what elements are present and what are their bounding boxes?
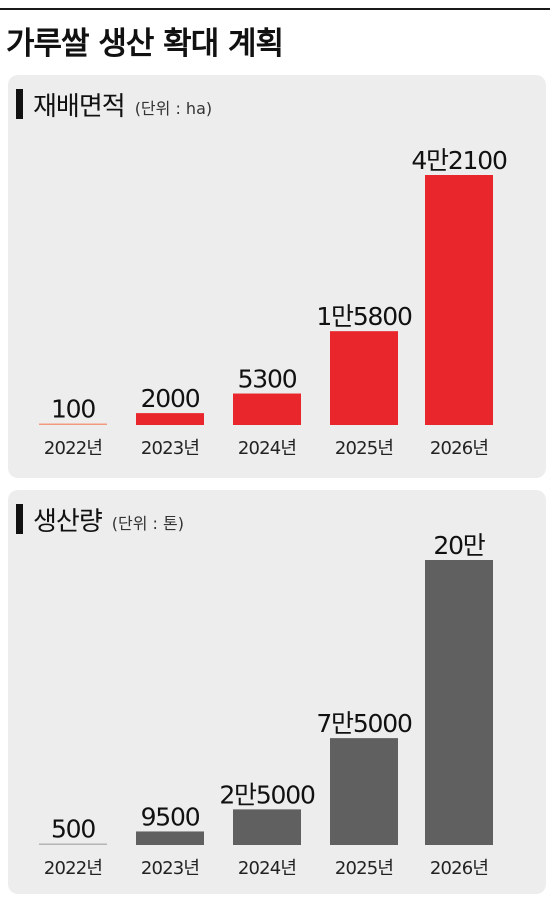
area-bar bbox=[136, 413, 204, 425]
top-rule bbox=[0, 8, 550, 10]
area-chart-title: 재배면적 bbox=[33, 91, 126, 122]
area-category-label: 2022년 bbox=[44, 438, 102, 459]
area-category-label: 2024년 bbox=[238, 438, 296, 459]
production-chart-panel: 생산량 (단위 : 톤) 500 2022년 9500 2023년 2만5000 2024… bbox=[8, 490, 546, 894]
production-category-label: 2023년 bbox=[141, 858, 199, 879]
header-marker bbox=[16, 89, 23, 119]
area-bar bbox=[39, 423, 107, 425]
area-value-label: 1만5800 bbox=[316, 302, 412, 331]
production-chart-title: 생산량 bbox=[33, 506, 103, 537]
area-category-label: 2026년 bbox=[430, 438, 488, 459]
production-bar bbox=[39, 843, 107, 845]
header-marker bbox=[16, 504, 23, 534]
area-value-label: 2000 bbox=[141, 384, 200, 413]
area-bar-chart: 100 2022년 2000 2023년 5300 2024년 1만5800 2025년 4만2… bbox=[39, 146, 508, 459]
production-chart-unit: (단위 : 톤) bbox=[111, 514, 184, 533]
production-bar bbox=[330, 738, 398, 845]
production-value-label: 7만5000 bbox=[316, 709, 412, 738]
area-bar bbox=[233, 393, 301, 425]
area-value-label: 4만2100 bbox=[411, 146, 507, 175]
area-category-label: 2023년 bbox=[141, 438, 199, 459]
area-chart-panel: 재배면적 (단위 : ha) 100 2022년 2000 2023년 5300 2024… bbox=[8, 75, 546, 478]
production-category-label: 2026년 bbox=[430, 858, 488, 879]
area-chart-header: 재배면적 (단위 : ha) bbox=[16, 87, 213, 122]
production-category-label: 2025년 bbox=[335, 858, 393, 879]
area-bar bbox=[330, 331, 398, 425]
page-title: 가루쌀 생산 확대 계획 bbox=[6, 26, 284, 62]
production-value-label: 9500 bbox=[141, 802, 200, 831]
production-category-label: 2024년 bbox=[238, 858, 296, 879]
production-chart-header: 생산량 (단위 : 톤) bbox=[16, 502, 184, 537]
production-bar bbox=[233, 809, 301, 845]
production-value-label: 2만5000 bbox=[219, 780, 315, 809]
area-bar bbox=[425, 175, 493, 425]
production-bar-chart: 500 2022년 9500 2023년 2만5000 2024년 7만5000 2025년 2… bbox=[39, 531, 493, 879]
production-value-label: 500 bbox=[51, 815, 95, 844]
area-chart-unit: (단위 : ha) bbox=[134, 99, 213, 118]
production-bar bbox=[425, 560, 493, 845]
production-bar bbox=[136, 831, 204, 845]
area-value-label: 5300 bbox=[238, 365, 297, 394]
production-category-label: 2022년 bbox=[44, 858, 102, 879]
production-value-label: 20만 bbox=[433, 531, 485, 560]
area-value-label: 100 bbox=[51, 395, 95, 424]
area-category-label: 2025년 bbox=[335, 438, 393, 459]
